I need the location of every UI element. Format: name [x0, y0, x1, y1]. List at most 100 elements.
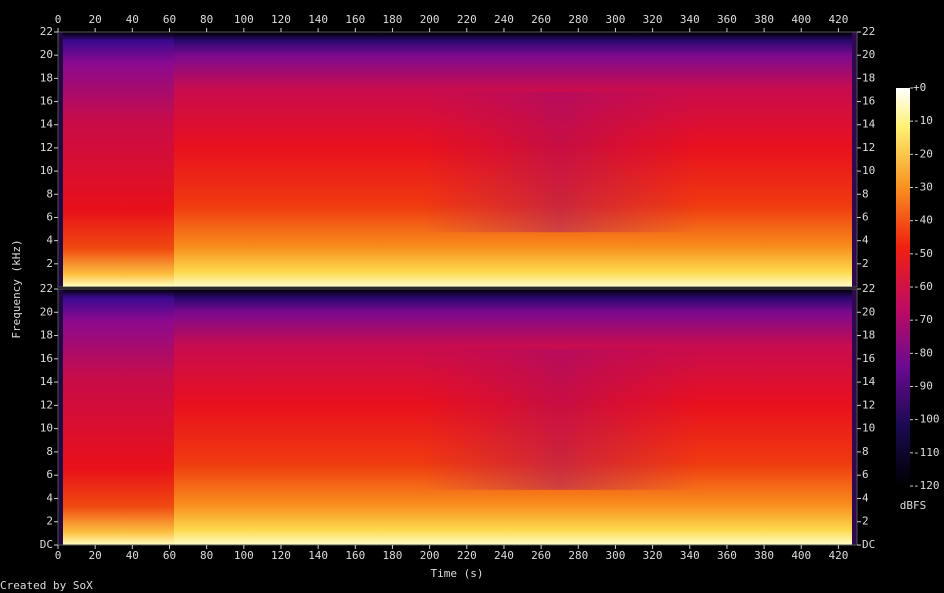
panel-frame [57, 31, 858, 288]
colorbar-tick-label: -110 [913, 446, 940, 459]
colorbar-label: dBFS [900, 499, 927, 512]
spectrogram-image [420, 92, 700, 233]
y-tick-label: 2 [862, 515, 869, 528]
x-tick-label: 40 [126, 13, 139, 26]
y-tick-label: 4 [46, 234, 53, 247]
colorbar-tick-label: -40 [913, 214, 933, 227]
colorbar-tick-label: -90 [913, 380, 933, 393]
colorbar-tick-label: -50 [913, 247, 933, 260]
x-tick-label: 360 [717, 13, 737, 26]
y-tick-label: 16 [862, 352, 875, 365]
x-tick-label: 120 [271, 13, 291, 26]
y-tick-label: 22 [40, 25, 53, 38]
y-tick-label: 12 [862, 141, 875, 154]
y-tick-label: 2 [46, 257, 53, 270]
x-tick-label: 20 [89, 13, 102, 26]
x-tick-label: 140 [308, 549, 328, 562]
x-tick-label: 340 [680, 549, 700, 562]
x-tick-label: 360 [717, 549, 737, 562]
x-tick-label: 80 [200, 549, 213, 562]
x-tick-label: 180 [383, 549, 403, 562]
y-tick-label: 10 [40, 164, 53, 177]
x-tick-label: 400 [791, 549, 811, 562]
x-tick-label: 120 [271, 549, 291, 562]
y-tick-label: DC [40, 538, 53, 551]
y-tick-label: 22 [862, 25, 875, 38]
y-tick-label: 4 [862, 234, 869, 247]
x-tick-label: 60 [163, 549, 176, 562]
x-tick-label: 160 [345, 13, 365, 26]
y-tick-label: 14 [862, 118, 876, 131]
colorbar-tick-label: -30 [913, 181, 933, 194]
y-tick-label: 2 [46, 515, 53, 528]
x-tick-label: 260 [531, 13, 551, 26]
colorbar-tick-label: -70 [913, 313, 933, 326]
colorbar-tick-label: -20 [913, 147, 933, 160]
y-tick-label: 20 [862, 305, 875, 318]
spectrogram-image [62, 32, 174, 287]
colorbar-tick-label: -100 [913, 413, 940, 426]
y-tick-label: 12 [862, 398, 875, 411]
y-tick-label: 14 [40, 375, 54, 388]
colorbar [896, 88, 910, 486]
y-tick-label: 18 [40, 329, 53, 342]
x-tick-label: 20 [89, 549, 102, 562]
x-tick-label: 260 [531, 549, 551, 562]
colorbar-tick-label: +0 [913, 81, 926, 94]
y-tick-label: 8 [862, 445, 869, 458]
colorbar-tick-label: -60 [913, 280, 933, 293]
y-tick-label: DC [862, 538, 875, 551]
x-tick-label: 180 [383, 13, 403, 26]
x-tick-label: 380 [754, 549, 774, 562]
x-tick-label: 200 [420, 13, 440, 26]
x-tick-label: 0 [55, 13, 62, 26]
y-tick-label: 16 [862, 95, 875, 108]
x-tick-label: 60 [163, 13, 176, 26]
x-tick-label: 220 [457, 13, 477, 26]
y-tick-label: 4 [862, 491, 869, 504]
x-tick-label: 40 [126, 549, 139, 562]
spectrogram-image [852, 289, 857, 545]
x-tick-label: 240 [494, 549, 514, 562]
x-tick-label: 420 [828, 13, 848, 26]
y-tick-label: 22 [862, 282, 875, 295]
x-tick-label: 0 [55, 549, 62, 562]
x-tick-label: 140 [308, 13, 328, 26]
x-axis-label: Time (s) [431, 567, 484, 580]
x-tick-label: 340 [680, 13, 700, 26]
y-tick-label: 20 [40, 305, 53, 318]
y-tick-label: 14 [862, 375, 876, 388]
y-tick-label: 18 [40, 71, 53, 84]
y-tick-label: 8 [862, 187, 869, 200]
x-tick-label: 160 [345, 549, 365, 562]
spectrogram-image [58, 289, 63, 545]
y-tick-label: 16 [40, 352, 53, 365]
spectrogram-image [62, 289, 174, 545]
y-tick-label: 10 [40, 422, 53, 435]
y-tick-label: 14 [40, 118, 54, 131]
x-tick-label: 100 [234, 13, 254, 26]
x-tick-label: 200 [420, 549, 440, 562]
y-tick-label: 22 [40, 282, 53, 295]
colorbar-tick-label: -10 [913, 114, 933, 127]
y-tick-label: 8 [46, 445, 53, 458]
x-tick-label: 420 [828, 549, 848, 562]
y-tick-label: 6 [862, 468, 869, 481]
y-tick-label: 20 [40, 48, 53, 61]
y-tick-label: 6 [46, 210, 53, 223]
colorbar-tick-label: -80 [913, 346, 933, 359]
x-tick-label: 300 [606, 549, 626, 562]
spectrogram-image [420, 349, 700, 490]
y-tick-label: 18 [862, 329, 875, 342]
y-tick-label: 12 [40, 141, 53, 154]
y-tick-label: 10 [862, 422, 875, 435]
colorbar-tick-label: -120 [913, 479, 940, 492]
y-tick-label: 8 [46, 187, 53, 200]
panel-frame [57, 288, 858, 546]
spectrogram-image [852, 32, 857, 287]
x-tick-label: 320 [643, 13, 663, 26]
y-tick-label: 6 [862, 210, 869, 223]
y-tick-label: 10 [862, 164, 875, 177]
x-tick-label: 320 [643, 549, 663, 562]
